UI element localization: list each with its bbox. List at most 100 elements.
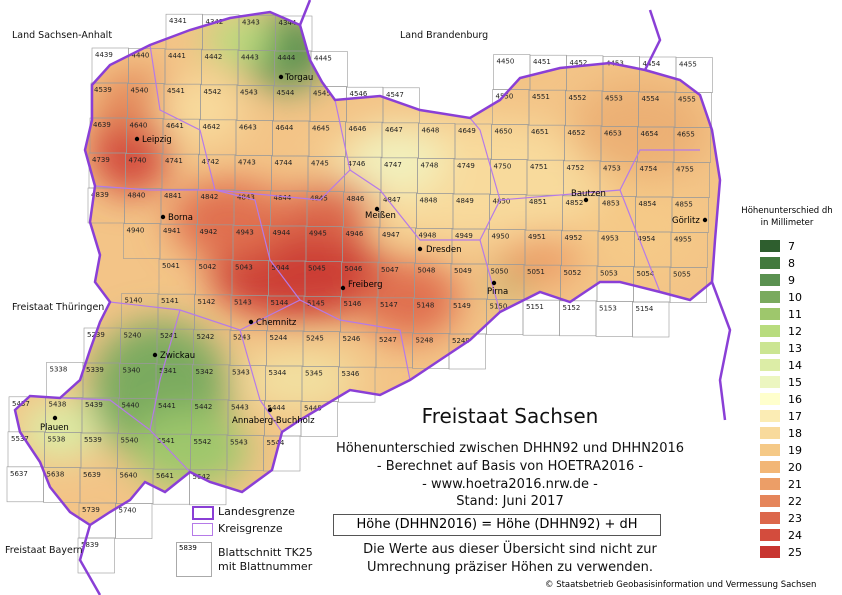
- legend-value: 23: [788, 511, 802, 525]
- tile-number: 4844: [274, 194, 292, 202]
- copyright: © Staatsbetrieb Geobasisinformation und …: [545, 580, 817, 590]
- tile-example: 5839: [176, 542, 212, 577]
- legend-item: 8: [760, 257, 795, 270]
- tile-number: 4743: [238, 158, 256, 166]
- tile-number: 4850: [493, 198, 511, 206]
- city-label: Zwickau: [160, 351, 195, 361]
- tile-number: 4544: [277, 89, 295, 97]
- legend-swatch: [760, 291, 780, 303]
- tile-number: 5338: [50, 365, 68, 373]
- tile-number: 5042: [199, 263, 217, 271]
- legend-item: 9: [760, 274, 795, 287]
- tile-number: 5638: [47, 470, 65, 478]
- tile-number: 4942: [200, 228, 218, 236]
- city-label: Torgau: [284, 73, 313, 83]
- tk25-tile: [632, 301, 670, 338]
- tile-number: 4451: [533, 58, 551, 66]
- tile-number: 5146: [344, 300, 362, 308]
- tile-number: 4648: [422, 126, 440, 134]
- legend-value: 7: [788, 239, 795, 253]
- tile-number: 4649: [458, 127, 476, 135]
- legend-title: Höhenunterschied dh in Millimeter: [732, 205, 842, 229]
- tile-number: 4553: [605, 94, 623, 102]
- tk25-tile: [115, 503, 153, 539]
- tile-number: 4840: [128, 192, 146, 200]
- legend-item: 25: [760, 546, 802, 559]
- formula-box: Höhe (DHHN2016) = Höhe (DHHN92) + dH: [333, 514, 661, 536]
- city-label: Freiberg: [348, 280, 383, 290]
- tile-number: 4450: [497, 58, 515, 66]
- tile-number: 5049: [454, 267, 472, 275]
- legend-value: 21: [788, 477, 802, 491]
- legend-value: 24: [788, 528, 802, 542]
- tile-number: 5740: [119, 507, 137, 515]
- tile-number: 4947: [382, 231, 400, 239]
- tile-number: 4950: [492, 233, 510, 241]
- city-label: Dresden: [426, 245, 462, 255]
- tile-number: 4540: [131, 87, 149, 95]
- legend-swatch: [760, 410, 780, 422]
- tile-number: 4541: [167, 87, 185, 95]
- tk25-tile: [448, 333, 486, 370]
- subtitle-line4: Stand: Juni 2017: [456, 494, 564, 509]
- tile-number: 5438: [49, 400, 67, 408]
- tile-number: 5637: [10, 470, 28, 478]
- tile-number: 5047: [381, 266, 399, 274]
- tile-number: 4845: [310, 195, 328, 203]
- legend-title-line2: in Millimeter: [760, 218, 814, 228]
- city-label: Pirna: [487, 287, 508, 297]
- tile-number: 4841: [164, 192, 182, 200]
- legend-item: 21: [760, 477, 802, 491]
- tile-number: 4552: [569, 94, 587, 102]
- legend-item: 13: [760, 342, 802, 355]
- note-line1: Die Werte aus dieser Übersicht sind nich…: [363, 542, 657, 557]
- tile-number: 4854: [639, 200, 657, 208]
- legend-value: 16: [788, 392, 802, 406]
- tile-number: 5149: [453, 302, 471, 310]
- tile-number: 5441: [158, 402, 176, 410]
- legend-swatch: [760, 342, 780, 354]
- tile-number: 5246: [343, 335, 361, 343]
- tile-number: 4748: [421, 161, 439, 169]
- tile-number: 4443: [241, 53, 259, 61]
- tile-number: 4754: [640, 165, 658, 173]
- tile-number: 5154: [636, 305, 654, 313]
- neighbor-bayern: Freistaat Bayern: [5, 545, 83, 556]
- tile-number: 5151: [526, 303, 544, 311]
- tile-number: 4951: [528, 233, 546, 241]
- legend-swatch: [760, 444, 780, 456]
- tile-number: 5152: [563, 304, 581, 312]
- blattschnitt-label1: Blattschnitt TK25: [218, 546, 313, 559]
- tile-number: 4646: [349, 125, 367, 133]
- tile-number: 5051: [527, 268, 545, 276]
- tile-number: 4344: [279, 19, 297, 27]
- city-dot: [134, 136, 140, 142]
- tile-number: 4444: [278, 54, 296, 62]
- tile-number: 5048: [418, 266, 436, 274]
- tile-number: 4839: [91, 191, 109, 199]
- legend-value: 10: [788, 290, 802, 304]
- note-line2: Umrechnung präziser Höhen zu verwenden.: [366, 560, 654, 575]
- legend-item: 20: [760, 460, 802, 474]
- landesgrenze-swatch: [192, 506, 214, 520]
- tile-number: 4442: [205, 53, 223, 61]
- neighbor-thueringen: Freistaat Thüringen: [12, 302, 105, 313]
- tile-number: 4940: [127, 227, 145, 235]
- tile-number: 5240: [124, 332, 142, 340]
- city-label: Annaberg-Buchholz: [232, 416, 315, 426]
- tile-number: 4954: [638, 235, 656, 243]
- legend-item: 16: [760, 392, 802, 406]
- tile-number: 4653: [604, 129, 622, 137]
- tile-number: 5739: [82, 506, 100, 514]
- legend-item: 15: [760, 376, 802, 389]
- tile-number: 5046: [345, 265, 363, 273]
- legend-item: 11: [760, 307, 802, 321]
- tile-number: 5041: [162, 262, 180, 270]
- tile-number: 4949: [455, 232, 473, 240]
- legend-swatch: [760, 376, 780, 388]
- tile-number: 4747: [384, 161, 402, 169]
- legend-value: 20: [788, 460, 802, 474]
- legend-title-line1: Höhenunterschied dh: [741, 206, 833, 216]
- legend-value: 11: [788, 307, 802, 321]
- tile-number: 5445: [304, 405, 322, 413]
